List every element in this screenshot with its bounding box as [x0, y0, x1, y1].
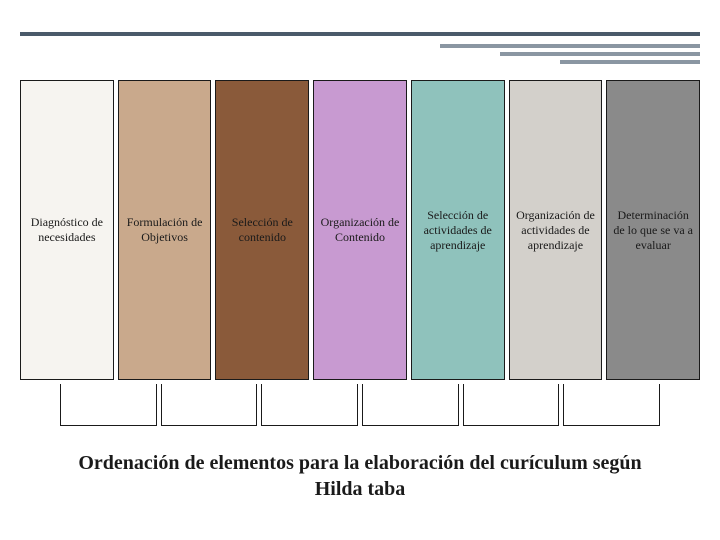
- header-rule-step: [440, 44, 700, 48]
- bottom-cell: [362, 384, 459, 426]
- bottom-cell: [60, 384, 157, 426]
- header-rule-main: [20, 32, 700, 36]
- diagram-column-label: Organización de Contenido: [318, 215, 402, 245]
- bottom-cell: [463, 384, 560, 426]
- header-rule-step: [560, 60, 700, 64]
- columns-container: Diagnóstico de necesidades Formulación de…: [20, 80, 700, 380]
- diagram-column-label: Organización de actividades de aprendiza…: [514, 208, 598, 253]
- bottom-cell: [261, 384, 358, 426]
- diagram-column-label: Determinación de lo que se va a evaluar: [611, 208, 695, 253]
- bottom-row: [60, 384, 660, 426]
- diagram-column: Organización de Contenido: [313, 80, 407, 380]
- header-rule-step: [500, 52, 700, 56]
- diagram-column: Diagnóstico de necesidades: [20, 80, 114, 380]
- diagram-column-label: Selección de actividades de aprendizaje: [416, 208, 500, 253]
- bottom-cell: [563, 384, 660, 426]
- caption-text: Ordenación de elementos para la elaborac…: [60, 450, 660, 502]
- diagram-column: Formulación de Objetivos: [118, 80, 212, 380]
- diagram-column: Selección de actividades de aprendizaje: [411, 80, 505, 380]
- diagram-column-label: Formulación de Objetivos: [123, 215, 207, 245]
- diagram-column: Organización de actividades de aprendiza…: [509, 80, 603, 380]
- diagram-column-label: Selección de contenido: [220, 215, 304, 245]
- header-rule: [20, 32, 700, 36]
- diagram-column-label: Diagnóstico de necesidades: [25, 215, 109, 245]
- diagram-column: Determinación de lo que se va a evaluar: [606, 80, 700, 380]
- header-rule-steps: [440, 44, 700, 68]
- diagram-column: Selección de contenido: [215, 80, 309, 380]
- bottom-cell: [161, 384, 258, 426]
